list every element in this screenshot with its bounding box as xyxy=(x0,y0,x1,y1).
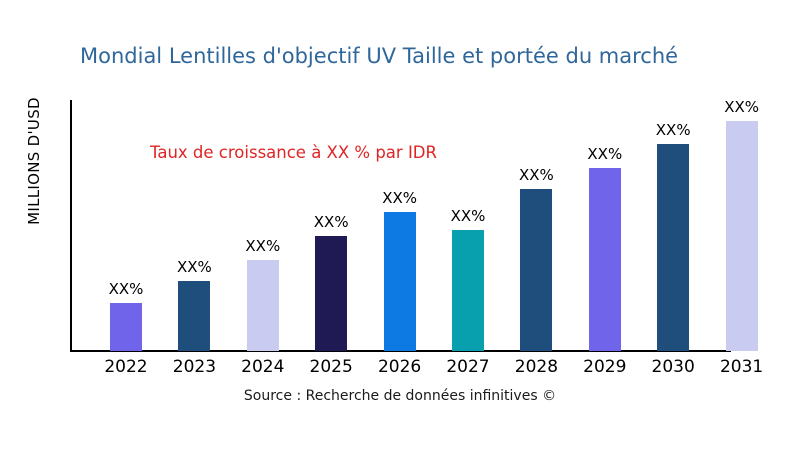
x-tick-label-2028: 2028 xyxy=(514,357,559,377)
x-tick-label-2030: 2030 xyxy=(651,357,695,377)
x-tick-label-2025: 2025 xyxy=(309,357,353,377)
x-tick-label-2031: 2031 xyxy=(719,357,764,377)
bar-value-label-2022: XX% xyxy=(108,280,144,298)
y-axis-label: MILLIONS D'USD xyxy=(25,97,43,225)
x-tick-label-2029: 2029 xyxy=(583,357,627,377)
bar-value-label-2029: XX% xyxy=(587,145,623,163)
bar-value-label-2028: XX% xyxy=(518,166,554,184)
bar-value-label-2027: XX% xyxy=(450,207,486,225)
x-axis-line xyxy=(70,350,731,352)
bar-value-label-2031: XX% xyxy=(724,98,759,116)
growth-rate-annotation: Taux de croissance à XX % par IDR xyxy=(150,143,437,162)
x-tick-label-2023: 2023 xyxy=(172,357,217,377)
x-tick-label-2027: 2027 xyxy=(446,357,490,377)
bar-2025 xyxy=(315,236,348,351)
bar-2028 xyxy=(520,189,553,351)
bar-2031 xyxy=(725,121,758,351)
x-tick-label-2024: 2024 xyxy=(241,357,285,377)
bar-value-label-2025: XX% xyxy=(313,213,349,231)
bar-2023 xyxy=(178,281,211,351)
bar-2030 xyxy=(657,144,690,351)
bar-2029 xyxy=(588,168,621,351)
x-tick-label-2026: 2026 xyxy=(377,357,422,377)
x-tick-label-2022: 2022 xyxy=(104,357,148,377)
bar-value-label-2030: XX% xyxy=(655,121,691,139)
bar-2026 xyxy=(383,212,416,351)
bar-value-label-2026: XX% xyxy=(382,189,417,207)
bar-2027 xyxy=(452,230,484,351)
chart-title: Mondial Lentilles d'objectif UV Taille e… xyxy=(80,44,679,68)
bar-2022 xyxy=(110,303,142,351)
source-attribution: Source : Recherche de données infinitive… xyxy=(243,388,557,404)
bar-value-label-2023: XX% xyxy=(176,258,212,276)
bar-value-label-2024: XX% xyxy=(245,237,281,255)
bar-2024 xyxy=(246,260,279,351)
y-axis-line xyxy=(70,100,72,352)
